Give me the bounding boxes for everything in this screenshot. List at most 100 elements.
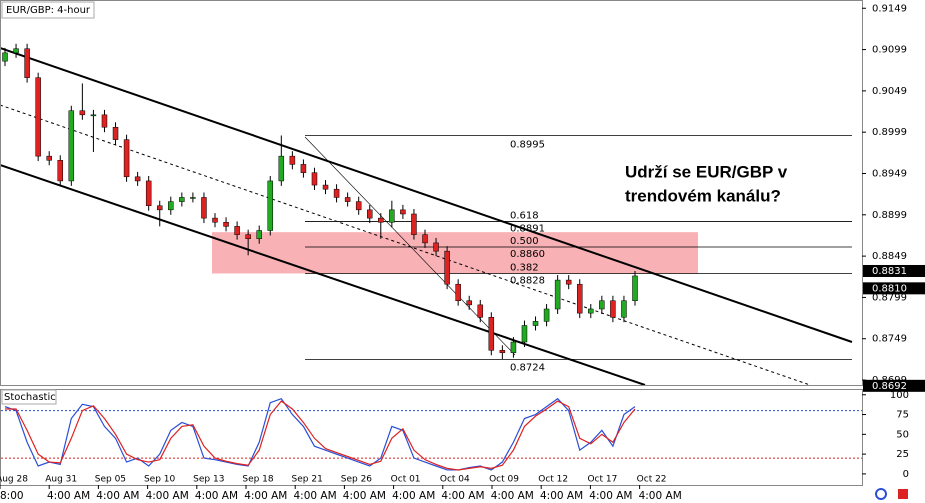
x-date-label: Oct 04 <box>440 475 470 485</box>
candle-body <box>411 213 417 235</box>
stoch-line <box>4 397 636 471</box>
candle-body <box>632 275 638 301</box>
title-box <box>1 1 95 19</box>
candle-body <box>400 209 406 215</box>
x-date-label: Sep 18 <box>242 475 274 485</box>
x-time-label: 4:00 AM <box>47 490 90 502</box>
icon[interactable] <box>875 488 887 500</box>
x-time-label: 4:00 AM <box>491 490 534 502</box>
candle-body <box>289 155 296 165</box>
candle-body <box>344 197 351 202</box>
candle-body <box>168 201 174 211</box>
candle-body <box>156 205 163 211</box>
candle-body <box>35 77 41 157</box>
candle-body <box>599 300 605 310</box>
stoch-tick-label: 25 <box>896 449 909 460</box>
channel-upper <box>0 47 853 343</box>
candle-body <box>145 180 152 206</box>
candle-body <box>101 114 108 128</box>
candle-body <box>24 48 30 78</box>
fib-price: 0.8828 <box>510 275 545 286</box>
candle-body <box>466 300 472 306</box>
candle-body <box>510 341 517 354</box>
x-date-label: Aug 31 <box>45 475 77 485</box>
candle-body <box>190 197 196 199</box>
candle-body <box>499 350 506 354</box>
price-marker <box>863 282 925 295</box>
x-time-label: 4:00 AM <box>244 490 287 502</box>
x-time-label: 4:00 AM <box>294 490 337 502</box>
candle-body <box>433 242 439 252</box>
candle-body <box>300 164 307 173</box>
candle-body <box>68 110 75 182</box>
price-marker-label: 0.8692 <box>872 381 907 392</box>
x-date-label: Oct 09 <box>489 475 519 485</box>
x-time-label: 4:00 AM <box>540 490 583 502</box>
stoch-line <box>5 400 636 471</box>
fib-price: 0.8891 <box>510 223 545 234</box>
candle-body <box>134 176 141 182</box>
candle-body <box>521 325 528 343</box>
annotation-line: trendovém kanálu? <box>625 186 781 205</box>
fib-price: 0.8995 <box>510 139 545 150</box>
x-date-label: Sep 05 <box>95 475 126 485</box>
x-time-label: 4:00 AM <box>195 490 238 502</box>
icon[interactable] <box>898 489 908 499</box>
x-date-label: Oct 01 <box>391 475 421 485</box>
candle-body <box>477 304 484 318</box>
stoch-title-box <box>1 389 57 405</box>
candle-body <box>554 279 561 310</box>
y-tick-label: 0.9099 <box>872 45 907 56</box>
candle-body <box>123 139 130 178</box>
price-marker-label: 0.8810 <box>872 283 907 294</box>
stoch-tick-label: 100 <box>890 390 909 401</box>
candle-body <box>455 283 461 301</box>
x-date-label: Sep 10 <box>144 475 176 485</box>
candle-body <box>422 234 428 244</box>
price-marker-label: 0.8831 <box>872 266 907 277</box>
candle-body <box>378 217 384 223</box>
y-tick-label: 0.8849 <box>872 251 907 262</box>
x-time-label: 4:00 AM <box>639 490 682 502</box>
y-tick-label: 0.9049 <box>872 86 907 97</box>
x-time-label: 4:00 AM <box>392 490 435 502</box>
candle-body <box>278 155 285 182</box>
stoch-tick-label: 0 <box>903 469 909 480</box>
x-time-label: 4:00 AM <box>589 490 632 502</box>
x-date-label: Oct 22 <box>637 475 667 485</box>
candle-body <box>610 300 616 318</box>
y-tick-label: 0.8899 <box>872 210 907 221</box>
candle-body <box>57 160 64 182</box>
main-layer: 0.8995 0.618 0.8891 0.500 0.8860 0.382 0.8828 0… <box>2 43 852 373</box>
x-time-label: 4:00 AM <box>343 490 386 502</box>
y-tick-label: 0.8949 <box>872 168 907 179</box>
candle-body <box>565 279 572 285</box>
x-time-label: 4:00 AM <box>96 490 139 502</box>
fib-price: 0.8724 <box>510 362 545 373</box>
fib-ratio: 0.618 <box>510 210 539 221</box>
x-date-label: Sep 13 <box>193 475 224 485</box>
candle-body <box>322 184 329 190</box>
stoch-tick-label: 75 <box>896 410 909 421</box>
candle-body <box>212 217 218 223</box>
chart-title: EUR/GBP: 4-hour <box>6 5 91 16</box>
y-tick-label: 0.8999 <box>872 127 907 138</box>
x-date-label: Oct 17 <box>587 475 617 485</box>
zone-layer <box>212 232 698 274</box>
x-date-label: Oct 12 <box>538 475 568 485</box>
candle-body <box>366 209 373 219</box>
candle-body <box>46 155 52 161</box>
annotation-line: Udrží se EUR/GBP v <box>625 162 788 181</box>
candle-body <box>256 230 262 240</box>
candle-body <box>223 221 229 227</box>
candle-body <box>179 197 185 202</box>
x-date-label: Sep 21 <box>292 475 323 485</box>
candle-body <box>588 308 594 314</box>
candle-body <box>621 300 627 318</box>
y-tick-label: 0.8749 <box>872 334 907 345</box>
candle-body <box>444 250 450 285</box>
channel-lower <box>0 164 646 386</box>
candle-body <box>201 197 207 219</box>
candle-body <box>576 283 583 314</box>
